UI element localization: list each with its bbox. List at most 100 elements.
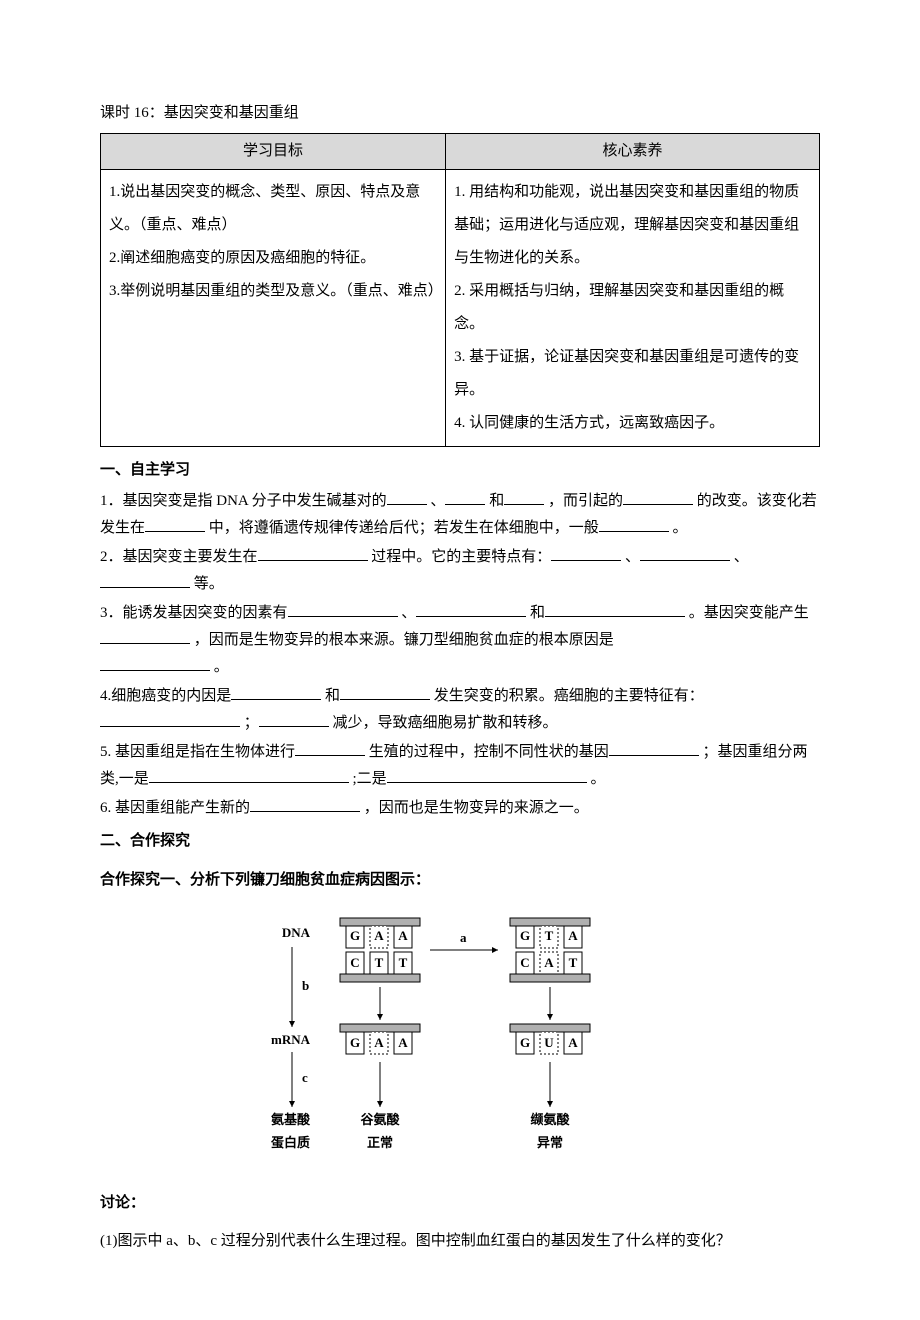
blank bbox=[504, 490, 544, 505]
blank bbox=[149, 768, 349, 783]
svg-text:G: G bbox=[350, 1035, 360, 1050]
svg-text:U: U bbox=[544, 1035, 554, 1050]
label-mrna: mRNA bbox=[271, 1032, 311, 1047]
td-right: 1. 用结构和功能观，说出基因突变和基因重组的物质基础；运用进化与适应观，理解基… bbox=[446, 170, 820, 447]
svg-text:A: A bbox=[568, 928, 578, 943]
dna-right: GTA CAT bbox=[510, 918, 590, 982]
prot-right: 异常 bbox=[537, 1135, 563, 1150]
q1d: ，而引起的 bbox=[548, 493, 623, 509]
svg-text:G: G bbox=[350, 928, 360, 943]
section2-sub: 合作探究一、分析下列镰刀细胞贫血症病因图示： bbox=[100, 867, 820, 894]
prot-left: 正常 bbox=[367, 1135, 393, 1150]
svg-text:T: T bbox=[399, 955, 408, 970]
q1b: 、 bbox=[430, 493, 445, 509]
td-left: 1.说出基因突变的概念、类型、原因、特点及意义。（重点、难点） 2.阐述细胞癌变… bbox=[101, 170, 446, 447]
label-b: b bbox=[302, 978, 309, 993]
svg-text:A: A bbox=[544, 955, 554, 970]
svg-text:T: T bbox=[545, 928, 554, 943]
section2-header: 二、合作探究 bbox=[100, 828, 820, 855]
svg-text:C: C bbox=[520, 955, 529, 970]
q3a: 3．能诱发基因突变的因素有 bbox=[100, 605, 288, 621]
blank bbox=[545, 602, 685, 617]
q4d: ； bbox=[244, 715, 259, 731]
blank bbox=[100, 656, 210, 671]
q2b: 过程中。它的主要特点有： bbox=[371, 549, 551, 565]
q2d: 、 bbox=[734, 549, 749, 565]
blank bbox=[250, 797, 360, 812]
blank bbox=[258, 546, 368, 561]
discuss-q1: (1)图示中 a、b、c 过程分别代表什么生理过程。图中控制血红蛋白的基因发生了… bbox=[100, 1225, 820, 1258]
q6: 6. 基因重组能产生新的 ，因而也是生物变异的来源之一。 bbox=[100, 795, 820, 822]
svg-text:A: A bbox=[374, 1035, 384, 1050]
q2a: 2．基因突变主要发生在 bbox=[100, 549, 258, 565]
q3f: 。 bbox=[214, 659, 229, 675]
blank bbox=[100, 629, 190, 644]
blank bbox=[387, 768, 587, 783]
blank bbox=[623, 490, 693, 505]
aa-right: 缬氨酸 bbox=[530, 1112, 570, 1127]
blank bbox=[295, 741, 365, 756]
q4a: 4.细胞癌变的内因是 bbox=[100, 688, 231, 704]
q5b: 生殖的过程中，控制不同性状的基因 bbox=[369, 744, 609, 760]
label-a: a bbox=[460, 930, 467, 945]
svg-text:A: A bbox=[568, 1035, 578, 1050]
blank bbox=[288, 602, 398, 617]
svg-text:G: G bbox=[520, 928, 530, 943]
svg-text:A: A bbox=[398, 928, 408, 943]
section1-header: 一、自主学习 bbox=[100, 457, 820, 484]
blank bbox=[231, 685, 321, 700]
blank bbox=[445, 490, 485, 505]
blank bbox=[340, 685, 430, 700]
q6a: 6. 基因重组能产生新的 bbox=[100, 800, 250, 816]
q1f: 中，将遵循遗传规律传递给后代；若发生在体细胞中，一般 bbox=[209, 520, 599, 536]
aa-left: 谷氨酸 bbox=[360, 1112, 400, 1127]
svg-text:A: A bbox=[398, 1035, 408, 1050]
blank bbox=[551, 546, 621, 561]
blank bbox=[145, 517, 205, 532]
q2e: 等。 bbox=[194, 576, 224, 592]
blank bbox=[259, 712, 329, 727]
q5e: 。 bbox=[590, 771, 605, 787]
blank bbox=[387, 490, 427, 505]
svg-text:T: T bbox=[569, 955, 578, 970]
label-c: c bbox=[302, 1070, 308, 1085]
q5d: ;二是 bbox=[353, 771, 387, 787]
svg-text:A: A bbox=[374, 928, 384, 943]
q3e: ，因而是生物变异的根本来源。镰刀型细胞贫血症的根本原因是 bbox=[194, 632, 614, 648]
lesson-title: 课时 16：基因突变和基因重组 bbox=[100, 100, 820, 127]
q3d: 。基因突变能产生 bbox=[689, 605, 809, 621]
discuss-header: 讨论： bbox=[100, 1190, 820, 1217]
label-aa: 氨基酸 bbox=[270, 1112, 311, 1127]
q2: 2．基因突变主要发生在 过程中。它的主要特点有： 、 、 等。 bbox=[100, 544, 820, 598]
dna-left: GAA CTT bbox=[340, 918, 420, 982]
q3b: 、 bbox=[401, 605, 416, 621]
svg-text:T: T bbox=[375, 955, 384, 970]
q1a: 1．基因突变是指 DNA 分子中发生碱基对的 bbox=[100, 493, 387, 509]
blank bbox=[599, 517, 669, 532]
q6b: ，因而也是生物变异的来源之一。 bbox=[364, 800, 589, 816]
q5: 5. 基因重组是指在生物体进行 生殖的过程中，控制不同性状的基因 ；基因重组分两… bbox=[100, 739, 820, 793]
q3: 3．能诱发基因突变的因素有 、 和 。基因突变能产生 ，因而是生物变异的根本来源… bbox=[100, 600, 820, 681]
q4b: 和 bbox=[325, 688, 340, 704]
blank bbox=[100, 712, 240, 727]
q3c: 和 bbox=[530, 605, 545, 621]
blank bbox=[609, 741, 699, 756]
blank bbox=[640, 546, 730, 561]
mrna-left: GAA bbox=[340, 1024, 420, 1054]
q1g: 。 bbox=[673, 520, 688, 536]
sickle-cell-diagram: DNA b mRNA c 氨基酸 蛋白质 GAA CTT a GTA CAT G… bbox=[250, 912, 670, 1172]
label-dna: DNA bbox=[282, 925, 311, 940]
diagram-container: DNA b mRNA c 氨基酸 蛋白质 GAA CTT a GTA CAT G… bbox=[100, 912, 820, 1172]
q2c: 、 bbox=[625, 549, 640, 565]
q1c: 和 bbox=[489, 493, 504, 509]
goals-table: 学习目标 核心素养 1.说出基因突变的概念、类型、原因、特点及意义。（重点、难点… bbox=[100, 133, 820, 447]
q4c: 发生突变的积累。癌细胞的主要特征有： bbox=[434, 688, 704, 704]
q4e: 减少，导致癌细胞易扩散和转移。 bbox=[333, 715, 558, 731]
th-right: 核心素养 bbox=[446, 134, 820, 170]
th-left: 学习目标 bbox=[101, 134, 446, 170]
mrna-right: GUA bbox=[510, 1024, 590, 1054]
svg-text:G: G bbox=[520, 1035, 530, 1050]
blank bbox=[416, 602, 526, 617]
q1: 1．基因突变是指 DNA 分子中发生碱基对的 、 和 ，而引起的 的改变。该变化… bbox=[100, 488, 820, 542]
label-protein: 蛋白质 bbox=[271, 1135, 310, 1150]
